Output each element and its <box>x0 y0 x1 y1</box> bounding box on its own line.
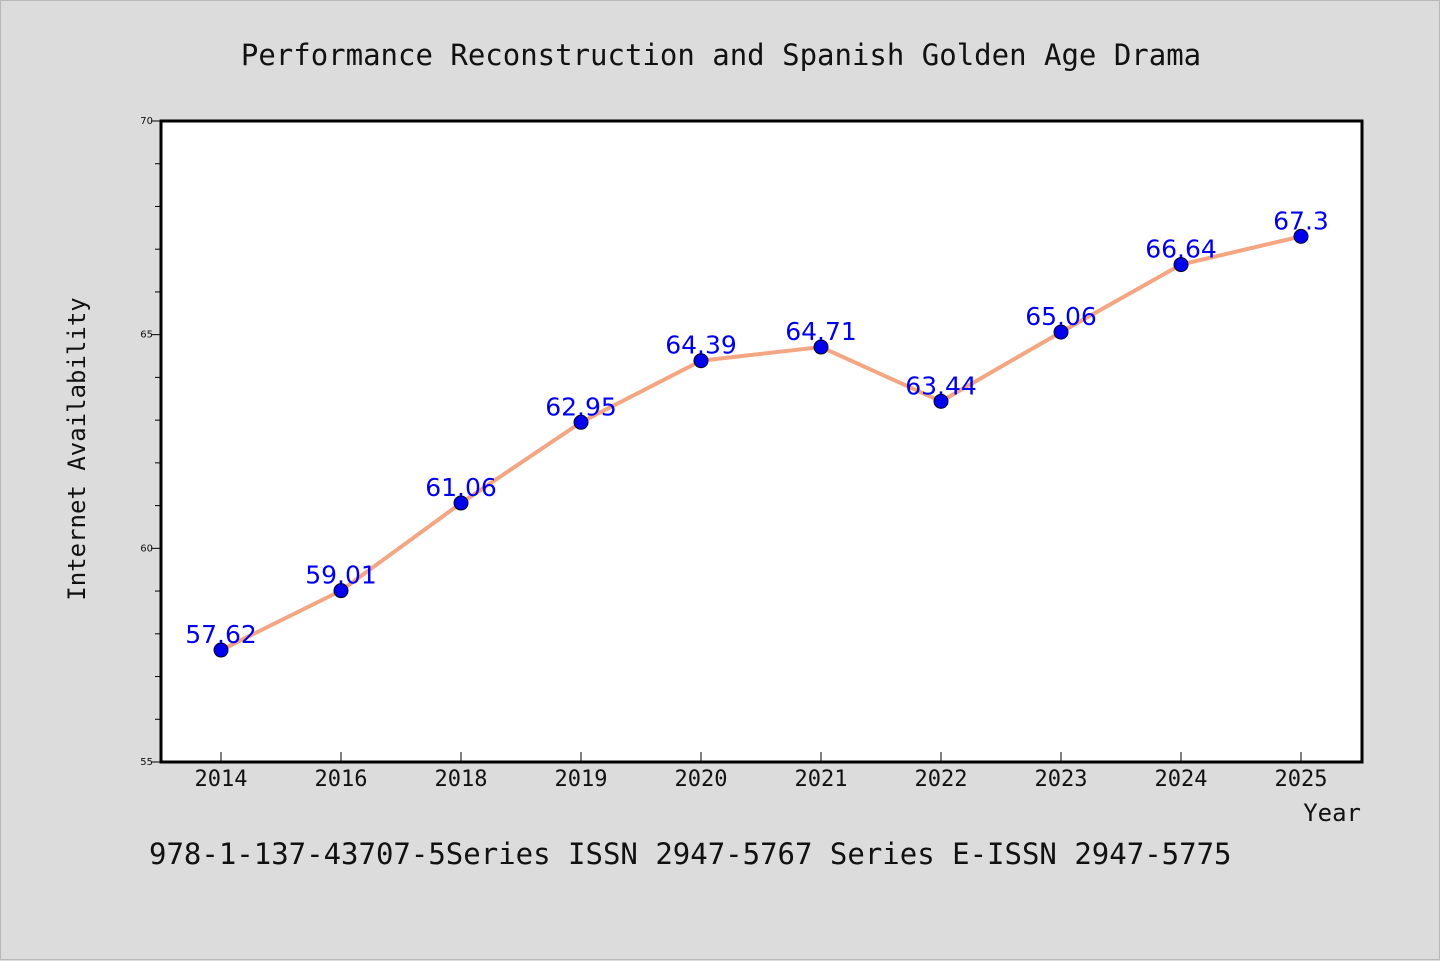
y-tick-label: 65 <box>140 330 153 341</box>
x-tick-label: 2019 <box>555 767 608 792</box>
y-tick-label: 60 <box>140 543 153 554</box>
x-tick-label: 2016 <box>315 767 368 792</box>
data-point <box>693 353 709 369</box>
data-point <box>333 583 349 599</box>
data-point <box>813 339 829 355</box>
data-labels-layer: 57.62 59.01 61.06 62.95 64.39 64.71 63.44 65.06… <box>185 206 1329 649</box>
data-label: 62.95 <box>545 392 617 421</box>
x-tick-label: 2020 <box>675 767 728 792</box>
data-label: 66.64 <box>1145 235 1217 264</box>
x-axis-ticks: 2014 2016 2018 2019 2020 2021 2022 2023 2024 2025 <box>195 752 1328 792</box>
series-line <box>219 234 1303 653</box>
data-label: 57.62 <box>185 620 257 649</box>
series-layer <box>213 228 1309 658</box>
data-label: 65.06 <box>1025 302 1097 331</box>
data-point <box>933 393 949 409</box>
data-label: 61.06 <box>425 473 497 502</box>
x-tick-label: 2023 <box>1035 767 1088 792</box>
y-tick-label: 70 <box>140 116 153 127</box>
data-point <box>1053 324 1069 340</box>
x-tick-label: 2022 <box>915 767 968 792</box>
x-tick-label: 2018 <box>435 767 488 792</box>
y-axis-label: Internet Availability <box>63 297 91 600</box>
data-label: 67.3 <box>1273 206 1329 235</box>
data-label: 64.71 <box>785 317 857 346</box>
x-tick-label: 2021 <box>795 767 848 792</box>
x-tick-label: 2024 <box>1155 767 1208 792</box>
data-point <box>213 642 229 658</box>
data-point <box>453 495 469 511</box>
plot-area <box>159 119 1364 764</box>
data-point <box>1293 228 1309 244</box>
x-tick-label: 2014 <box>195 767 248 792</box>
data-label: 63.44 <box>905 371 977 400</box>
x-axis-label: Year <box>1303 799 1361 827</box>
data-label: 64.39 <box>665 331 737 360</box>
x-tick-label: 2025 <box>1275 767 1328 792</box>
y-tick-label: 55 <box>140 757 153 768</box>
data-point <box>573 414 589 430</box>
data-point <box>1173 257 1189 273</box>
footer-isbn-issn: 978-1-137-43707-5Series ISSN 2947-5767 S… <box>149 837 1232 871</box>
y-axis-ticks: 55 60 65 70 <box>140 116 161 768</box>
chart-title: Performance Reconstruction and Spanish G… <box>241 38 1201 72</box>
data-label: 59.01 <box>305 561 377 590</box>
